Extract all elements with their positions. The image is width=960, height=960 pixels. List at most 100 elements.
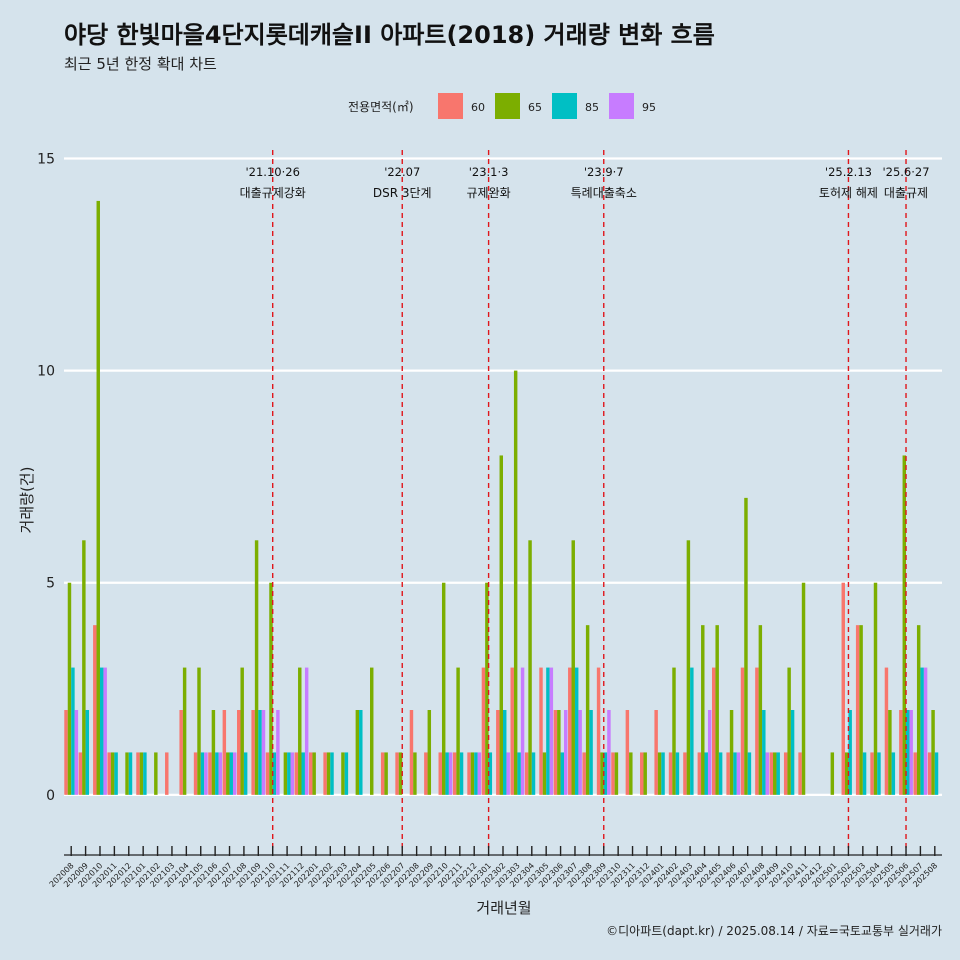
bar-85-202111 bbox=[287, 752, 291, 795]
bar-65-202211 bbox=[456, 667, 460, 795]
bar-60-202403 bbox=[683, 752, 687, 795]
bar-95-202305 bbox=[549, 667, 554, 795]
bar-65-202203 bbox=[341, 752, 345, 795]
bar-60-202407 bbox=[740, 667, 745, 795]
bar-65-202212 bbox=[470, 752, 475, 795]
bar-60-202304 bbox=[524, 752, 529, 795]
bar-65-202206 bbox=[384, 752, 388, 795]
bar-65-202310 bbox=[614, 752, 619, 795]
event-date-label: '25.2.13 bbox=[825, 165, 872, 179]
bar-95-202107 bbox=[232, 752, 237, 795]
bar-85-202010 bbox=[99, 667, 104, 795]
legend-swatch-95 bbox=[609, 93, 634, 119]
bar-85-202306 bbox=[560, 752, 565, 795]
bar-65-202311 bbox=[629, 752, 633, 795]
bar-65-202106 bbox=[211, 710, 216, 795]
bar-65-202404 bbox=[701, 625, 705, 795]
bar-60-202202 bbox=[323, 752, 327, 795]
bar-60-202305 bbox=[539, 667, 543, 795]
bar-60-202504 bbox=[870, 752, 874, 795]
bar-65-202201 bbox=[312, 752, 316, 795]
bar-85-202008 bbox=[71, 667, 75, 795]
bar-60-202311 bbox=[625, 710, 630, 795]
bar-95-202105 bbox=[204, 752, 208, 795]
legend-swatch-65 bbox=[495, 93, 520, 119]
bar-65-202208 bbox=[413, 752, 417, 795]
bar-95-202210 bbox=[448, 752, 453, 795]
bar-65-202312 bbox=[643, 752, 647, 795]
bar-85-202301 bbox=[488, 752, 493, 795]
bar-65-202409 bbox=[773, 752, 777, 795]
bar-65-202209 bbox=[427, 710, 432, 795]
bar-60-202105 bbox=[193, 752, 198, 795]
bar-95-202408 bbox=[765, 752, 769, 795]
bar-85-202303 bbox=[517, 752, 521, 795]
bar-65-202009 bbox=[82, 540, 86, 795]
bar-65-202502 bbox=[844, 752, 849, 795]
bar-85-202305 bbox=[546, 667, 550, 795]
bar-85-202406 bbox=[733, 752, 737, 795]
bar-85-202308 bbox=[589, 710, 593, 795]
bar-85-202204 bbox=[359, 710, 363, 795]
bar-65-202012 bbox=[125, 752, 129, 795]
bar-60-202306 bbox=[553, 710, 558, 795]
bar-85-202105 bbox=[200, 752, 205, 795]
bar-65-202402 bbox=[672, 667, 676, 795]
event-markers: '21.10·26 대출규제강화 '22.07 DSR 3단계 '23.1·3 규제완화 '… bbox=[240, 150, 930, 850]
bar-85-202503 bbox=[862, 752, 867, 795]
legend-title: 전용면적(㎡) bbox=[348, 100, 414, 114]
legend-label-85: 85 bbox=[585, 101, 599, 114]
bar-60-202303 bbox=[510, 667, 514, 795]
bar-65-202101 bbox=[139, 752, 144, 795]
bar-65-202304 bbox=[528, 540, 532, 795]
bar-65-202202 bbox=[326, 752, 331, 795]
bar-65-202508 bbox=[931, 710, 935, 795]
bar-95-202110 bbox=[276, 710, 280, 795]
legend: 60 65 85 95 bbox=[438, 93, 656, 119]
bar-65-202204 bbox=[355, 710, 360, 795]
bar-65-202008 bbox=[67, 582, 72, 795]
bar-85-202106 bbox=[215, 752, 219, 795]
bar-60-202106 bbox=[208, 752, 212, 795]
bar-85-202507 bbox=[920, 667, 924, 795]
bar-85-202402 bbox=[675, 752, 680, 795]
bar-60-202104 bbox=[179, 710, 183, 795]
event-name-label: 특례대출축소 bbox=[571, 186, 637, 200]
bar-60-202209 bbox=[424, 752, 428, 795]
bar-85-202401 bbox=[661, 752, 665, 795]
bar-60-202503 bbox=[855, 625, 860, 795]
bar-85-202307 bbox=[574, 667, 579, 795]
bar-65-202303 bbox=[513, 370, 518, 795]
legend-label-95: 95 bbox=[642, 101, 656, 114]
bar-60-202009 bbox=[78, 752, 83, 795]
event-name-label: 대출규제 bbox=[884, 186, 928, 200]
bar-85-202109 bbox=[258, 710, 262, 795]
bar-65-202207 bbox=[398, 752, 403, 795]
bar-60-202008 bbox=[64, 710, 68, 795]
bar-85-202409 bbox=[776, 752, 780, 795]
legend-label-65: 65 bbox=[528, 101, 542, 114]
bar-65-202411 bbox=[801, 582, 806, 795]
bar-85-202212 bbox=[474, 752, 478, 795]
bar-65-202112 bbox=[298, 667, 302, 795]
bar-65-202507 bbox=[916, 625, 921, 795]
bar-60-202302 bbox=[496, 710, 500, 795]
bar-60-202310 bbox=[611, 752, 615, 795]
bar-60-202401 bbox=[654, 710, 658, 795]
bar-65-202307 bbox=[571, 540, 575, 795]
bar-60-202108 bbox=[237, 710, 241, 795]
bar-85-202407 bbox=[747, 752, 752, 795]
bar-60-202011 bbox=[107, 752, 111, 795]
bar-60-202207 bbox=[395, 752, 399, 795]
bar-65-202405 bbox=[715, 625, 719, 795]
bar-95-202109 bbox=[261, 710, 266, 795]
bar-85-202101 bbox=[143, 752, 147, 795]
bar-60-202507 bbox=[913, 752, 917, 795]
bar-95-202212 bbox=[477, 752, 482, 795]
bar-60-202201 bbox=[308, 752, 313, 795]
bar-60-202109 bbox=[251, 710, 255, 795]
bar-85-202410 bbox=[790, 710, 795, 795]
bar-60-202506 bbox=[899, 710, 903, 795]
y-tick-label: 15 bbox=[37, 151, 55, 167]
